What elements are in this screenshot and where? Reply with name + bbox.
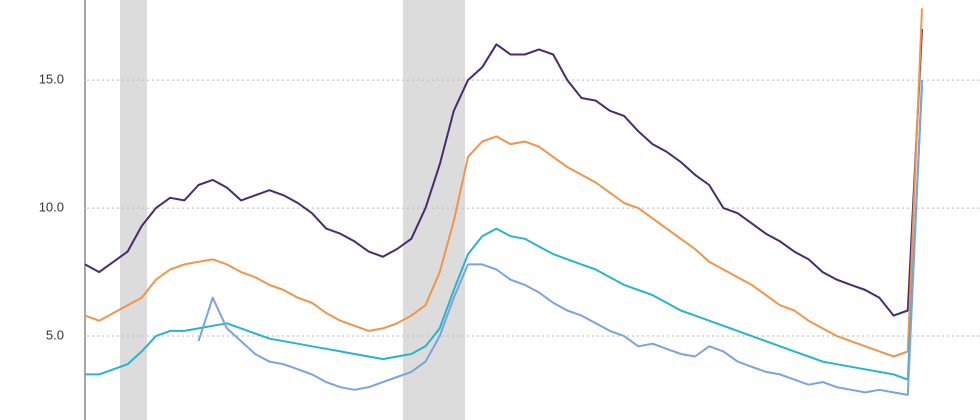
y-tick-label: 15.0 (39, 72, 64, 87)
recession-band (403, 0, 465, 420)
series-line (84, 28, 923, 317)
series-line (85, 85, 923, 381)
series-line (197, 80, 923, 396)
y-tick-label: 10.0 (39, 200, 64, 215)
series-line (84, 8, 923, 358)
y-tick-label: 5.0 (46, 327, 64, 342)
recession-band (120, 0, 147, 420)
